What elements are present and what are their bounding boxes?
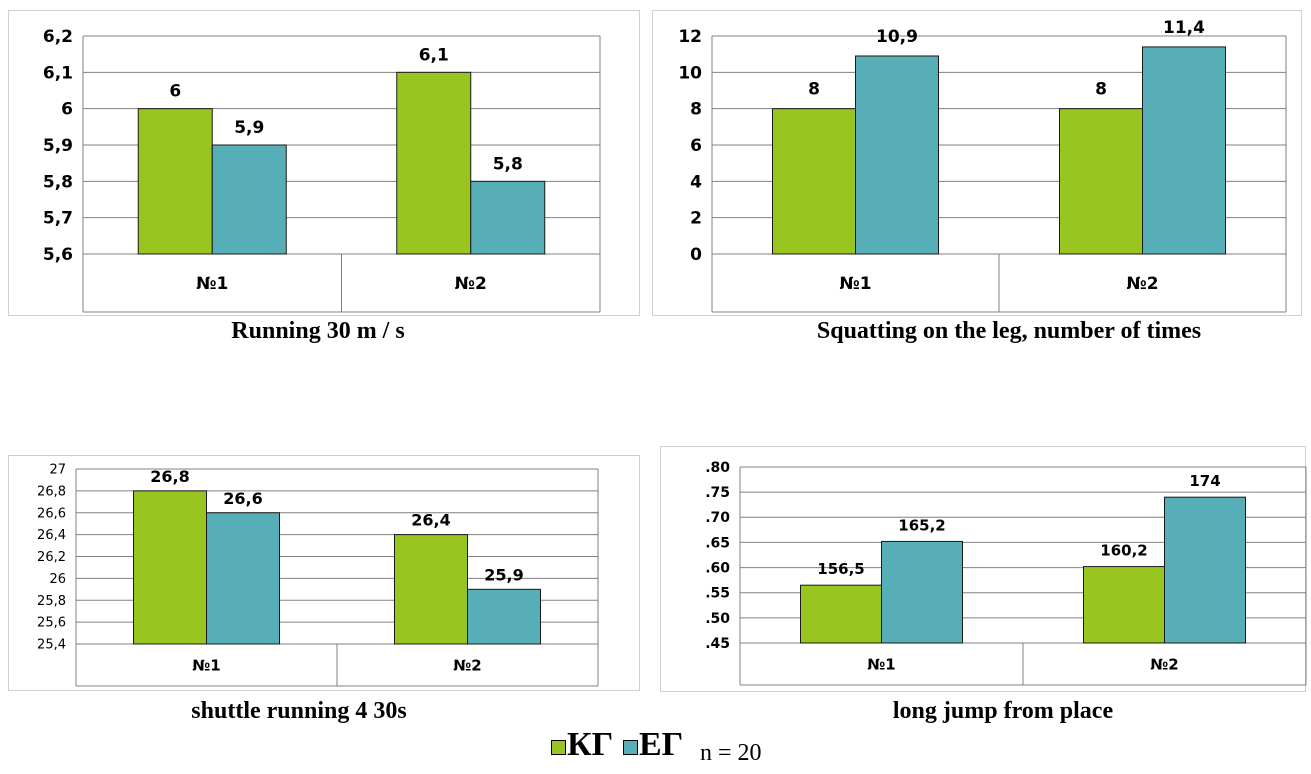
bar-kg — [133, 490, 207, 645]
legend-kg-label: КГ — [567, 726, 614, 763]
y-tick-label: 10 — [678, 63, 702, 83]
y-tick-label: 5,7 — [43, 209, 73, 229]
y-tick-label: 25,6 — [37, 616, 66, 631]
chart-frame — [8, 10, 640, 316]
category-label: №2 — [1126, 274, 1158, 294]
y-tick-label: 26 — [49, 572, 66, 587]
data-label: 174 — [1189, 472, 1220, 490]
y-tick-label: 6 — [61, 100, 73, 120]
y-tick-label: .50 — [705, 611, 730, 627]
data-label: 160,2 — [1100, 542, 1147, 560]
y-tick-label: 25,4 — [37, 638, 66, 653]
bar-kg — [394, 534, 468, 645]
y-tick-label: 25,8 — [37, 594, 66, 609]
bar-kg — [800, 584, 882, 644]
category-label: №1 — [867, 655, 895, 673]
category-label: №1 — [839, 274, 871, 294]
data-label: 5,9 — [234, 118, 264, 138]
y-tick-label: .60 — [705, 560, 730, 576]
category-label: №2 — [453, 656, 481, 674]
y-tick-label: 5,6 — [43, 245, 73, 265]
bar-kg — [1059, 108, 1143, 255]
bar-eg — [470, 180, 546, 255]
legend-sample-size: n = 20 — [700, 740, 762, 766]
chart-shuttle-running-plot: 25,4 25,6 25,8 26 26,2 26,4 26,6 26,8 27 26,8 26,6… — [8, 455, 640, 691]
legend-eg-swatch — [623, 740, 638, 755]
y-tick-label: 26,4 — [37, 528, 66, 543]
y-tick-label: 6 — [690, 136, 702, 156]
data-label: 6 — [169, 82, 181, 102]
y-tick-label: 8 — [690, 100, 702, 120]
chart-frame — [652, 10, 1302, 316]
bar-eg — [206, 512, 280, 645]
data-label: 5,8 — [493, 154, 523, 174]
category-label: №2 — [455, 274, 487, 294]
y-tick-label: .80 — [705, 460, 730, 476]
legend-kg-swatch — [551, 740, 566, 755]
bar-kg — [772, 108, 856, 255]
data-label: 8 — [1095, 80, 1107, 100]
bar-kg — [396, 71, 472, 255]
y-tick-label: 26,8 — [37, 484, 66, 499]
bar-eg — [1164, 496, 1246, 644]
chart-frame — [8, 455, 640, 691]
y-tick-label: 5,8 — [43, 172, 73, 192]
data-label: 165,2 — [898, 516, 945, 534]
data-label: 11,4 — [1163, 18, 1205, 38]
y-tick-label: .75 — [705, 485, 730, 501]
bar-eg — [1142, 46, 1226, 255]
chart-running-30m-plot: 5,6 5,7 5,8 5,9 6 6,1 6,2 6 5,9 №1 6,1 5,8 №2 — [8, 10, 640, 316]
data-label: 26,6 — [223, 489, 262, 508]
data-label: 10,9 — [876, 27, 918, 47]
y-tick-label: 5,9 — [43, 136, 73, 156]
legend-eg-label: ЕГ — [639, 726, 684, 763]
y-tick-label: 2 — [690, 209, 702, 229]
bar-kg — [137, 108, 213, 255]
bar-eg — [881, 540, 963, 644]
chart-long-jump-title: long jump from place — [892, 698, 1114, 724]
category-label: №1 — [196, 274, 228, 294]
bar-eg — [211, 144, 287, 255]
y-tick-label: 27 — [49, 463, 66, 478]
bar-eg — [467, 588, 541, 645]
data-label: 26,4 — [411, 511, 450, 530]
data-label: 8 — [808, 80, 820, 100]
y-tick-label: 6,2 — [43, 27, 73, 47]
chart-squatting-plot: 0 2 4 6 8 10 12 8 10,9 №1 8 11,4 №2 — [652, 10, 1302, 316]
y-tick-label: 26,2 — [37, 550, 66, 565]
y-tick-label: 26,6 — [37, 506, 66, 521]
chart-running-30m: 5,6 5,7 5,8 5,9 6 6,1 6,2 6 5,9 №1 6,1 5,8 №2 — [8, 10, 640, 316]
y-tick-label: .55 — [705, 586, 730, 602]
chart-squatting: 0 2 4 6 8 10 12 8 10,9 №1 8 11,4 №2 — [652, 10, 1302, 316]
data-label: 26,8 — [150, 467, 189, 486]
y-tick-label: .70 — [705, 510, 730, 526]
chart-shuttle-running-title: shuttle running 4 30s — [191, 698, 407, 724]
chart-running-30m-title: Running 30 m / s — [231, 318, 405, 344]
chart-shuttle-running: 25,4 25,6 25,8 26 26,2 26,4 26,6 26,8 27 26,8 26,6… — [8, 455, 640, 691]
data-label: 6,1 — [419, 45, 449, 65]
y-tick-label: 6,1 — [43, 63, 73, 83]
y-tick-label: .45 — [705, 636, 730, 652]
y-tick-label: .65 — [705, 535, 730, 551]
category-label: №1 — [192, 656, 220, 674]
y-tick-label: 4 — [690, 172, 702, 192]
chart-long-jump-plot: .45 .50 .55 .60 .65 .70 .75 .80 156,5 165,2 №1 160,… — [660, 446, 1307, 692]
legend: КГ ЕГ n = 20 — [0, 726, 1311, 774]
category-label: №2 — [1150, 655, 1178, 673]
data-label: 25,9 — [484, 565, 523, 584]
y-tick-label: 0 — [690, 245, 702, 265]
y-tick-label: 12 — [678, 27, 702, 47]
bar-eg — [855, 55, 939, 255]
bar-kg — [1083, 566, 1165, 644]
data-label: 156,5 — [817, 560, 864, 578]
chart-long-jump: .45 .50 .55 .60 .65 .70 .75 .80 156,5 165,2 №1 160,… — [660, 446, 1307, 692]
chart-squatting-title: Squatting on the leg, number of times — [816, 318, 1202, 344]
